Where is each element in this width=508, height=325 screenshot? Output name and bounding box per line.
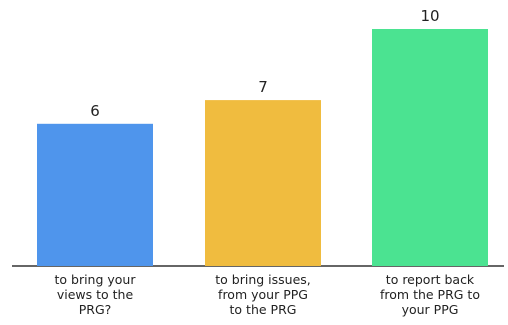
category-label-1-line-3: PRG? — [79, 302, 112, 317]
bar-1 — [37, 123, 153, 266]
bar-3 — [372, 29, 488, 266]
category-label-2-line-3: to the PRG — [230, 302, 297, 317]
category-label-3-line-2: from the PRG to — [380, 287, 480, 302]
bar-value-label-3: 10 — [420, 7, 439, 25]
category-label-3-line-3: your PPG — [402, 302, 459, 317]
category-label-3-line-1: to report back — [386, 272, 475, 287]
category-label-1-line-1: to bring your — [54, 272, 136, 287]
bar-2 — [205, 100, 321, 266]
bar-value-label-2: 7 — [258, 78, 268, 96]
category-label-2-line-1: to bring issues, — [215, 272, 311, 287]
category-label-2-line-2: from your PPG — [218, 287, 308, 302]
bar-value-label-1: 6 — [90, 102, 100, 120]
category-label-1-line-2: views to the — [57, 287, 134, 302]
